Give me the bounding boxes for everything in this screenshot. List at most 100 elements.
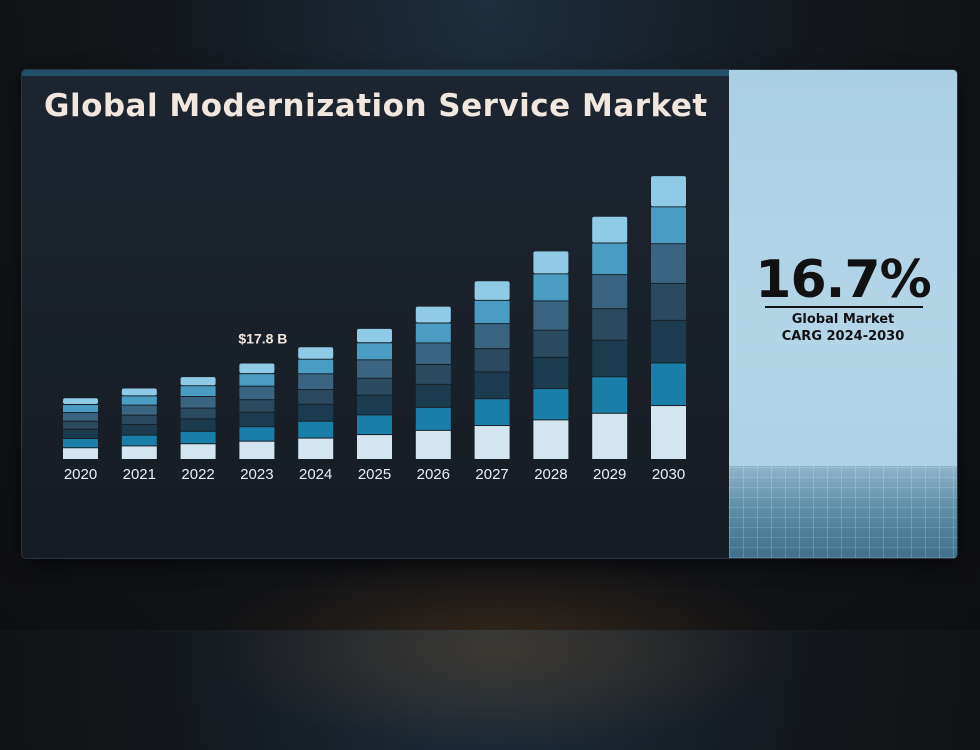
bar-2027 — [474, 281, 510, 459]
bar-segment — [180, 386, 216, 396]
data-label: $17.8 B — [238, 331, 287, 347]
bar-segment — [592, 377, 628, 413]
bar-segment — [239, 363, 275, 374]
x-tick-label: 2020 — [64, 466, 97, 483]
bar-segment — [357, 360, 392, 378]
bar-segment — [592, 243, 628, 275]
bar-segment — [415, 364, 451, 384]
bar-segment — [63, 421, 98, 429]
bar-segment — [63, 448, 98, 459]
bar-2023 — [239, 363, 275, 459]
bar-2020 — [63, 398, 98, 459]
bar-segment — [592, 309, 628, 340]
bar-2022 — [180, 377, 216, 459]
bar-segment — [357, 328, 392, 343]
bar-segment — [121, 435, 157, 446]
x-tick-label: 2021 — [123, 466, 156, 483]
bar-segment — [239, 412, 275, 427]
bar-segment — [180, 377, 216, 386]
bar-segment — [415, 323, 451, 343]
bar-segment — [533, 357, 569, 389]
x-tick-label: 2024 — [299, 466, 332, 483]
bar-segment — [474, 349, 510, 372]
cagr-label-line1: Global Market — [791, 312, 895, 327]
bar-segment — [63, 438, 98, 448]
stat-panel: 16.7% Global Market CARG 2024-2030 — [729, 70, 957, 558]
bar-2025 — [357, 328, 392, 459]
bar-segment — [474, 281, 510, 300]
bar-segment — [533, 330, 569, 357]
bar-segment — [121, 396, 157, 405]
bar-segment — [474, 372, 510, 399]
x-tick-label: 2027 — [475, 466, 508, 483]
x-tick-label: 2026 — [417, 466, 450, 483]
chart-panel: 2020 2021 2022 2023 2024 2025 2026 2027 2028 2029… — [22, 70, 957, 558]
bar-segment — [415, 306, 451, 323]
bar-segment — [415, 384, 451, 407]
bar-segment — [357, 395, 392, 415]
bar-2030 — [651, 176, 686, 459]
chart-title: Global Modernization Service Market — [44, 88, 708, 124]
bar-segment — [180, 419, 216, 431]
bar-segment — [298, 421, 334, 438]
bar-2024 — [298, 347, 334, 459]
bar-segment — [592, 413, 628, 459]
background-glow — [200, 550, 800, 750]
bar-segment — [357, 435, 392, 459]
bar-segment — [651, 207, 686, 244]
bar-segment — [651, 320, 686, 363]
bar-segment — [239, 374, 275, 386]
bar-segment — [533, 301, 569, 330]
bar-segment — [180, 396, 216, 408]
bar-chart: 2020 2021 2022 2023 2024 2025 2026 2027 2028 2029… — [63, 176, 686, 483]
x-tick-label: 2025 — [358, 466, 391, 483]
bar-segment — [415, 343, 451, 364]
bar-segment — [298, 390, 334, 404]
decorative-floor — [729, 466, 957, 558]
bar-segment — [239, 427, 275, 441]
bar-segment — [121, 388, 157, 396]
bar-segment — [474, 324, 510, 349]
cagr-label-line2: CARG 2024-2030 — [781, 329, 905, 344]
bar-segment — [533, 274, 569, 301]
bar-2021 — [121, 388, 157, 459]
bar-2029 — [592, 216, 628, 459]
bar-segment — [357, 415, 392, 435]
x-tick-label: 2029 — [593, 466, 626, 483]
bar-segment — [592, 216, 628, 243]
bar-segment — [474, 300, 510, 324]
bar-segment — [474, 426, 510, 459]
bar-segment — [63, 413, 98, 421]
bar-segment — [651, 363, 686, 406]
bar-segment — [121, 415, 157, 424]
bar-segment — [474, 399, 510, 426]
x-tick-label: 2030 — [652, 466, 685, 483]
bar-segment — [592, 275, 628, 309]
bar-segment — [121, 424, 157, 435]
stat-divider — [765, 306, 923, 308]
bar-2028 — [533, 251, 569, 459]
bar-segment — [651, 283, 686, 320]
bar-segment — [298, 347, 334, 359]
accent-strip — [22, 70, 729, 76]
bar-segment — [357, 378, 392, 395]
x-tick-label: 2023 — [240, 466, 273, 483]
bar-segment — [298, 438, 334, 459]
bar-segment — [63, 429, 98, 438]
bar-segment — [63, 398, 98, 405]
bar-segment — [651, 176, 686, 207]
bar-segment — [298, 359, 334, 374]
x-tick-label: 2022 — [181, 466, 214, 483]
bar-segment — [121, 446, 157, 459]
bar-segment — [239, 386, 275, 400]
bar-segment — [121, 405, 157, 415]
bar-segment — [298, 404, 334, 421]
bar-segment — [533, 420, 569, 459]
bar-segment — [533, 251, 569, 274]
bar-segment — [180, 408, 216, 419]
bar-segment — [239, 400, 275, 412]
bar-segment — [180, 444, 216, 459]
bar-segment — [415, 407, 451, 430]
bar-segment — [415, 430, 451, 459]
bar-segment — [651, 406, 686, 459]
